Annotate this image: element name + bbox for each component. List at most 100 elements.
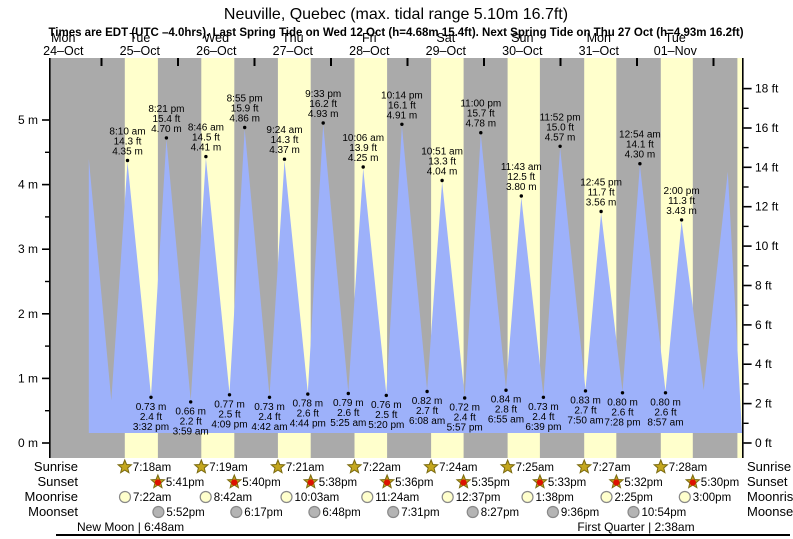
- high-tide-label: 8:21 pm: [148, 104, 184, 115]
- new-moon-note: New Moon | 6:48am: [77, 520, 184, 534]
- high-tide-label: 4.78 m: [466, 119, 497, 130]
- sunset-time: 5:40pm: [242, 477, 280, 489]
- bottom-rule: [56, 534, 790, 536]
- high-tide-dot: [282, 157, 287, 161]
- day-header-weekday: Tue: [129, 31, 150, 45]
- low-tide-label: 6:08 am: [409, 416, 445, 427]
- low-tide-dot: [663, 391, 668, 395]
- sunrise-time: 7:25am: [516, 462, 554, 474]
- high-tide-label: 4.35 m: [112, 147, 143, 158]
- high-tide-label: 4.57 m: [545, 132, 576, 143]
- moonrise-icon: [678, 490, 691, 504]
- left-axis-line: [49, 58, 51, 458]
- day-header-date: 28–Oct: [349, 44, 390, 58]
- right-axis-tick-label: 10 ft: [755, 239, 779, 253]
- low-tide-dot: [149, 395, 153, 399]
- low-tide-label: 2.6 ft: [297, 409, 319, 420]
- sunrise-time: 7:21am: [286, 462, 324, 474]
- right-axis-tick: [743, 442, 752, 444]
- moonrise-time: 10:03am: [295, 492, 340, 504]
- low-tide-label: 0.73 m: [136, 402, 167, 413]
- high-tide-label: 4.30 m: [625, 150, 656, 161]
- low-tide-label: 2.2 ft: [180, 416, 202, 427]
- low-tide-label: 0.78 m: [293, 399, 324, 410]
- moonset-icon: [152, 505, 165, 519]
- sunrise-time: 7:27am: [592, 462, 630, 474]
- right-axis-tick-label: 2 ft: [755, 397, 772, 411]
- day-boundary-tick: [712, 58, 715, 66]
- high-tide-label: 14.3 ft: [114, 137, 142, 148]
- day-boundary-tick: [330, 58, 332, 66]
- left-axis-tick: [42, 248, 50, 250]
- right-axis-minor-tick: [743, 383, 749, 385]
- moonrise-time: 3:00pm: [693, 492, 731, 504]
- right-axis-tick: [743, 284, 752, 287]
- high-tide-label: 12:45 pm: [580, 178, 622, 189]
- left-axis-minor-tick: [45, 216, 50, 218]
- sunrise-icon: [270, 458, 286, 474]
- right-axis-minor-tick: [743, 225, 749, 228]
- right-axis-minor-tick: [743, 107, 749, 109]
- low-tide-dot: [541, 395, 546, 399]
- sunrise-icon: [346, 458, 363, 474]
- left-axis-minor-tick: [45, 151, 50, 153]
- left-axis-minor-tick: [45, 410, 50, 412]
- low-tide-label: 3:32 pm: [133, 422, 169, 433]
- low-tide-label: 2.8 ft: [495, 405, 517, 416]
- day-header-weekday: Mon: [587, 31, 611, 45]
- sunset-time: 5:33pm: [548, 477, 586, 489]
- left-axis-tick-label: 3 m: [18, 242, 38, 256]
- left-axis-tick: [42, 119, 50, 121]
- high-tide-label: 12.5 ft: [507, 172, 535, 183]
- first-quarter-note: First Quarter | 2:38am: [577, 520, 694, 534]
- day-header-date: 29–Oct: [426, 44, 467, 58]
- high-tide-dot: [125, 158, 130, 163]
- moonrise-icon: [361, 490, 374, 504]
- sunset-time: 5:35pm: [472, 477, 510, 489]
- moonrise-icon: [118, 490, 132, 504]
- low-tide-label: 2.4 ft: [454, 413, 476, 424]
- high-tide-dot: [321, 121, 325, 125]
- low-tide-dot: [346, 391, 350, 396]
- high-tide-label: 11.3 ft: [668, 196, 695, 207]
- sunrise-icon: [423, 458, 440, 474]
- low-tide-label: 0.73 m: [254, 402, 285, 413]
- high-tide-label: 10:06 am: [342, 133, 384, 144]
- right-axis-tick: [743, 127, 752, 129]
- high-tide-dot: [599, 209, 603, 214]
- high-tide-dot: [440, 178, 444, 183]
- high-tide-dot: [361, 165, 365, 169]
- low-tide-label: 0.76 m: [371, 400, 402, 411]
- low-tide-dot: [583, 389, 588, 393]
- sunset-sun-dot: [307, 479, 314, 486]
- moonrise-time: 8:42am: [214, 492, 252, 504]
- left-axis-tick-label: 4 m: [18, 178, 38, 192]
- sunset-sun-dot: [689, 479, 696, 486]
- moonrise-time: 2:25pm: [615, 492, 653, 504]
- page-subtitle: Times are EDT (UTC –4.0hrs). Last Spring…: [48, 27, 743, 39]
- low-tide-label: 0.82 m: [412, 396, 443, 407]
- row-label-sunrise-right: Sunrise: [747, 459, 791, 474]
- moonset-time: 7:31pm: [401, 507, 439, 519]
- right-axis-minor-tick: [743, 146, 749, 149]
- moonset-time: 6:17pm: [244, 507, 282, 519]
- low-tide-label: 0.77 m: [214, 399, 245, 410]
- row-label-moonrise-right: Moonrise: [747, 489, 793, 504]
- high-tide-dot: [558, 144, 562, 148]
- low-tide-label: 6:55 am: [488, 415, 524, 426]
- moonrise-time: 1:38pm: [536, 492, 574, 504]
- high-tide-label: 4.04 m: [427, 167, 458, 178]
- row-label-sunset-left: Sunset: [38, 474, 79, 489]
- sunrise-time: 7:22am: [363, 462, 401, 474]
- sunset-sun-dot: [536, 479, 544, 486]
- low-tide-label: 7:50 am: [567, 415, 603, 426]
- right-axis-tick-label: 6 ft: [755, 318, 772, 332]
- row-label-moonset-right: Moonset: [747, 504, 793, 519]
- moonset-icon: [546, 505, 560, 519]
- high-tide-label: 4.93 m: [308, 109, 339, 120]
- high-tide-dot: [164, 136, 169, 140]
- right-axis-tick: [743, 363, 752, 365]
- high-tide-label: 3.80 m: [506, 182, 537, 193]
- high-tide-label: 11:52 pm: [540, 112, 581, 123]
